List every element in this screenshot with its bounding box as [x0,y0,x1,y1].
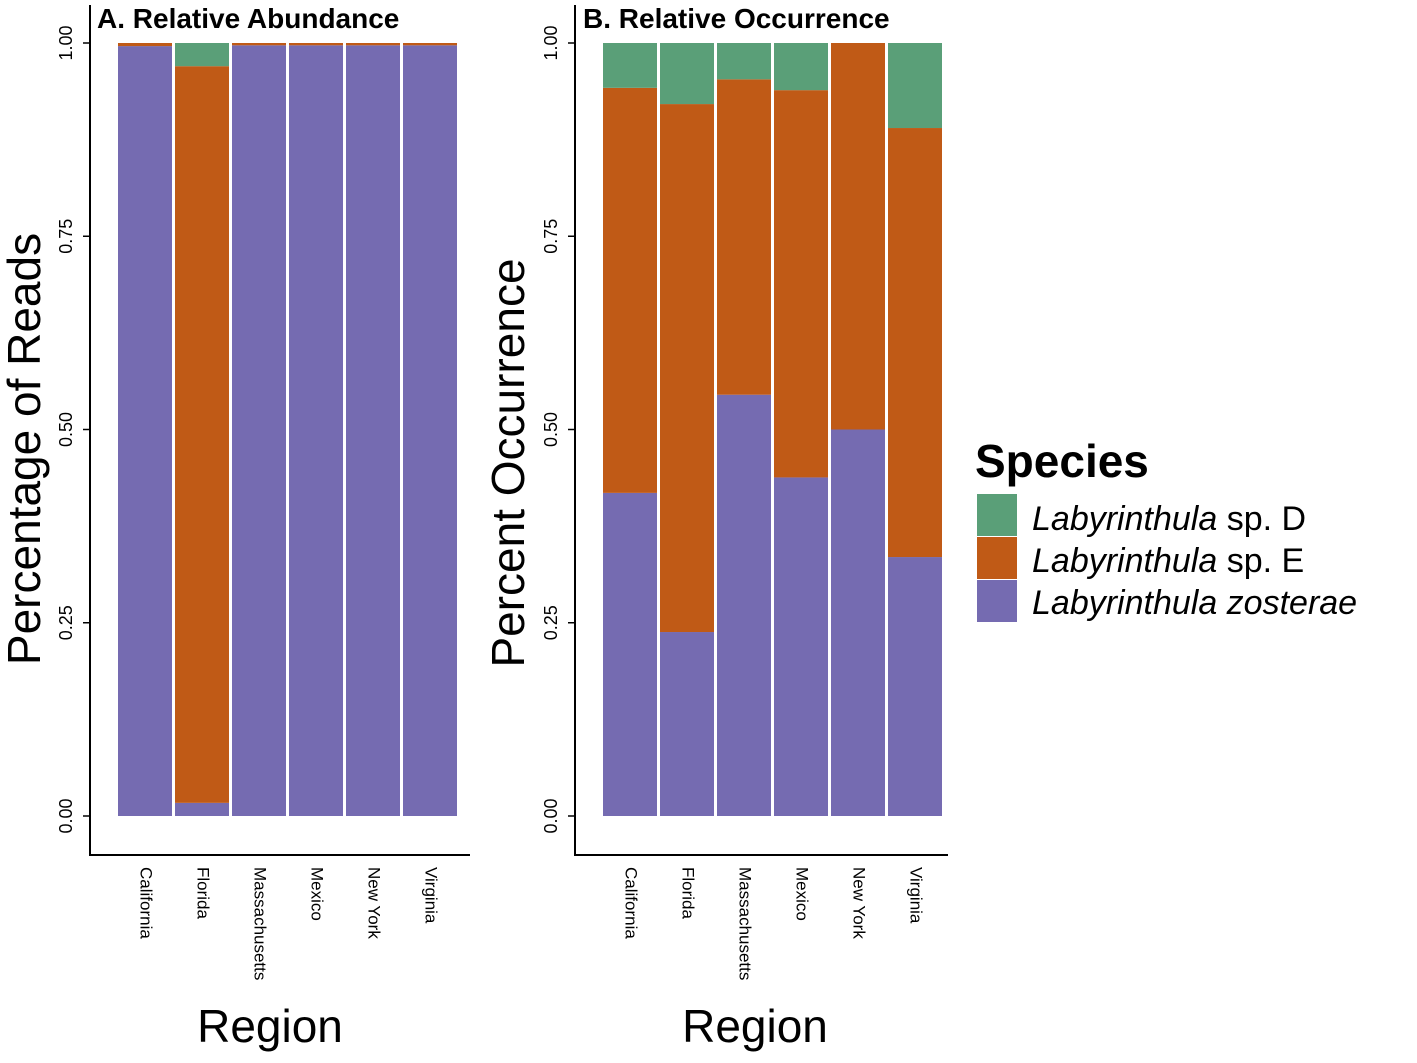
bar-virginia-labyrinthula-zosterae [888,557,942,816]
y-tick-label: 1.00 [541,25,561,60]
bar-massachusetts-labyrinthula-sp-e [717,79,771,395]
bar-florida-labyrinthula-sp-d [175,43,229,67]
y-tick-label: 0.25 [56,605,76,640]
x-tick-label-massachusetts: Massachusetts [736,867,755,980]
bar-new-york-labyrinthula-sp-e [831,43,885,430]
x-tick-label-california: California [137,867,156,939]
x-tick-label-california: California [622,867,641,939]
bar-mexico-labyrinthula-sp-e [774,90,828,478]
y-tick-label: 0.75 [541,219,561,254]
bar-massachusetts-labyrinthula-zosterae [232,45,286,817]
legend-label-zosterae-italic: Labyrinthula zosterae [1032,584,1357,622]
bar-florida-labyrinthula-zosterae [660,632,714,816]
legend-label-sp-e-italic: Labyrinthula [1032,542,1217,580]
bar-florida-labyrinthula-sp-e [175,66,229,803]
bar-florida-labyrinthula-zosterae [175,802,229,816]
x-tick-label-new-york: New York [850,867,869,939]
x-tick-label-mexico: Mexico [793,867,812,921]
bar-mexico-labyrinthula-zosterae [774,477,828,816]
legend: Species Labyrinthula sp. D Labyrinthula … [975,435,1357,622]
legend-label-sp-e: Labyrinthula sp. E [1032,542,1304,580]
bar-virginia-labyrinthula-sp-e [403,43,457,46]
y-tick-label: 0.50 [541,412,561,447]
panel-a-bars [118,43,457,817]
bar-virginia-labyrinthula-sp-e [888,128,942,558]
panel-b-xlabel: Region [682,1000,828,1052]
y-tick-label: 0.00 [541,798,561,833]
bar-massachusetts-labyrinthula-zosterae [717,394,771,816]
panel-a-ticks: California Florida Massachusetts Mexico New … [56,25,441,980]
x-tick-label-florida: Florida [194,867,213,920]
legend-label-sp-d: Labyrinthula sp. D [1032,500,1306,538]
x-tick-label-virginia: Virginia [422,867,441,924]
x-tick-label-virginia: Virginia [907,867,926,924]
bar-california-labyrinthula-sp-d [603,43,657,88]
bar-new-york-labyrinthula-sp-e [346,43,400,46]
legend-swatch-sp-e [977,537,1017,579]
bar-california-labyrinthula-zosterae [603,492,657,816]
y-tick-label: 0.25 [541,605,561,640]
legend-label-zosterae: Labyrinthula zosterae [1032,584,1357,622]
bar-new-york-labyrinthula-zosterae [346,45,400,817]
bar-massachusetts-labyrinthula-sp-d [717,43,771,80]
bar-florida-labyrinthula-sp-e [660,104,714,633]
x-tick-label-mexico: Mexico [308,867,327,921]
bar-florida-labyrinthula-sp-d [660,43,714,105]
bar-california-labyrinthula-sp-e [118,43,172,47]
panel-a-title: A. Relative Abundance [97,3,399,34]
panel-b-ticks: California Florida Massachusetts Mexico New … [541,25,926,980]
panel-a-ylabel: Percentage of Reads [0,233,50,665]
bar-massachusetts-labyrinthula-sp-e [232,43,286,46]
bar-new-york-labyrinthula-zosterae [831,429,885,816]
bar-mexico-labyrinthula-sp-d [774,43,828,91]
x-tick-label-massachusetts: Massachusetts [251,867,270,980]
y-tick-label: 0.75 [56,219,76,254]
y-tick-label: 0.50 [56,412,76,447]
legend-label-sp-d-italic: Labyrinthula [1032,500,1217,538]
panel-a-xlabel: Region [197,1000,343,1052]
y-tick-label: 0.00 [56,798,76,833]
x-tick-label-florida: Florida [679,867,698,920]
panel-b-ylabel: Percent Occurrence [482,258,534,667]
bar-mexico-labyrinthula-zosterae [289,45,343,817]
legend-swatch-sp-d [977,494,1017,536]
x-tick-label-new-york: New York [365,867,384,939]
panel-b-title: B. Relative Occurrence [583,3,890,34]
bar-virginia-labyrinthula-sp-d [888,43,942,129]
y-tick-label: 1.00 [56,25,76,60]
panel-relative-occurrence: B. Relative Occurrence Percent Occurrenc… [482,3,948,1052]
legend-title: Species [975,435,1149,487]
bar-virginia-labyrinthula-zosterae [403,45,457,817]
bar-mexico-labyrinthula-sp-e [289,43,343,46]
panel-relative-abundance: A. Relative Abundance Percentage of Read… [0,3,470,1052]
legend-label-sp-e-rest: sp. E [1217,542,1304,580]
legend-swatch-zosterae [977,580,1017,622]
panel-b-bars [603,43,942,816]
bar-california-labyrinthula-sp-e [603,87,657,493]
bar-california-labyrinthula-zosterae [118,46,172,817]
legend-label-sp-d-rest: sp. D [1217,500,1306,538]
